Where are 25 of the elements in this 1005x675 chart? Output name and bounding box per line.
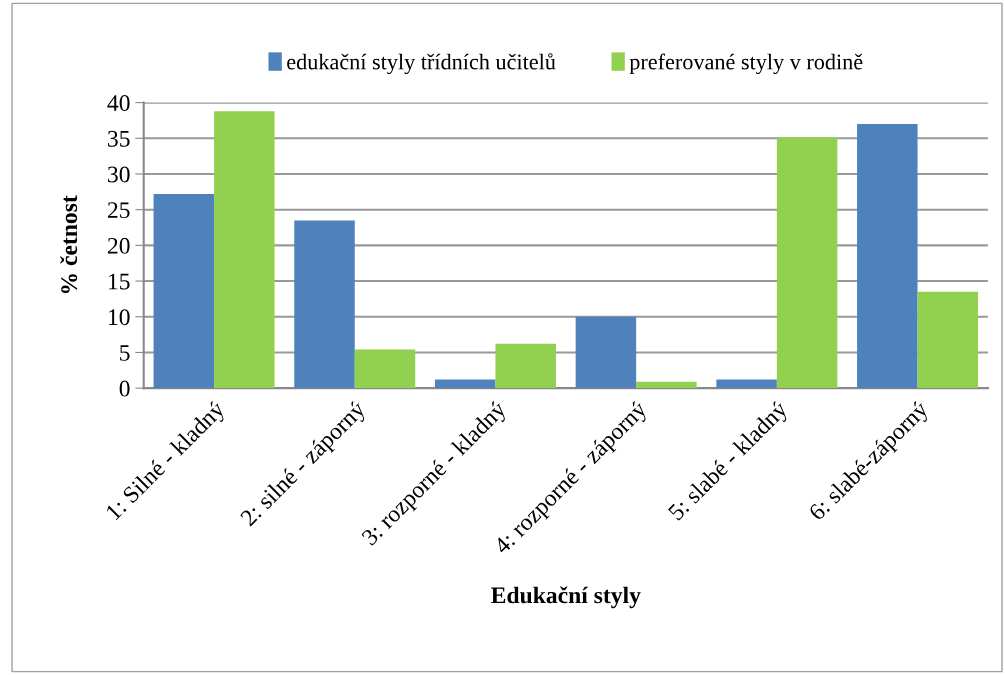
y-tick-label: 40 <box>107 95 130 112</box>
bar <box>917 291 979 389</box>
y-tick-label: 10 <box>108 309 130 326</box>
y-tick-label: 25 <box>107 202 130 219</box>
y-tick-label: 15 <box>108 273 130 290</box>
bar <box>153 193 215 389</box>
bar <box>575 316 637 389</box>
y-tick-label: 5 <box>120 345 130 361</box>
legend-label: preferované styly v rodině <box>629 53 863 75</box>
bar <box>636 381 697 389</box>
legend-label: edukační styly třídních učitelů <box>287 53 556 75</box>
bar <box>716 379 777 389</box>
bar <box>776 137 838 389</box>
bar <box>214 111 275 389</box>
bar <box>434 379 496 389</box>
bar <box>354 349 416 389</box>
y-tick-label: 30 <box>108 166 130 183</box>
bar <box>857 124 918 389</box>
y-axis-title: % četnost <box>60 195 78 294</box>
y-tick-label: 20 <box>107 237 130 254</box>
y-tick-label: 35 <box>108 130 130 147</box>
bar <box>495 343 556 389</box>
bar <box>294 220 355 389</box>
x-axis-title: Edukační styly <box>491 586 641 609</box>
y-tick-label: 0 <box>119 380 130 397</box>
